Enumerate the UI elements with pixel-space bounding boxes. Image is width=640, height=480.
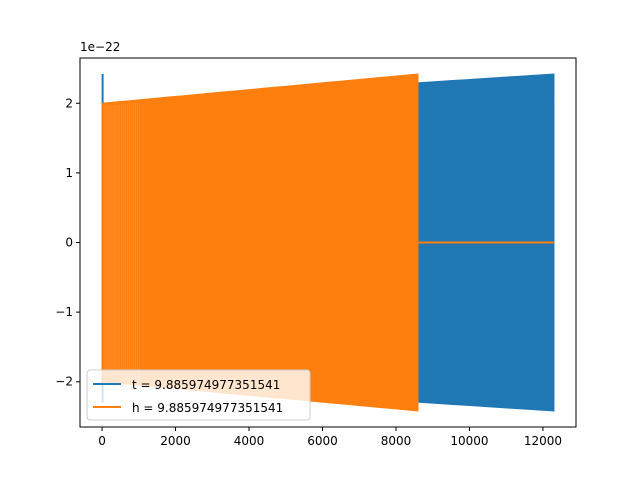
x-tick-label: 8000 — [381, 434, 412, 448]
y-offset-text: 1e−22 — [80, 40, 120, 54]
legend-label-t: t = 9.885974977351541 — [132, 378, 280, 392]
x-tick-label: 4000 — [234, 434, 265, 448]
plot-area — [101, 73, 555, 412]
y-tick-label: 1 — [65, 166, 73, 180]
x-tick-label: 2000 — [160, 434, 191, 448]
x-tick-label: 10000 — [450, 434, 488, 448]
y-tick-label: −1 — [55, 305, 73, 319]
legend-label-h: h = 9.885974977351541 — [132, 401, 283, 415]
x-tick-label: 12000 — [524, 434, 562, 448]
axis-ticks: 0 2000 4000 6000 8000 10000 12000 −2 −1 0 1 2 — [55, 96, 562, 448]
x-tick-label: 0 — [98, 434, 106, 448]
y-tick-label: −2 — [55, 375, 73, 389]
legend-box — [86, 369, 311, 421]
series-h-band — [101, 73, 419, 412]
y-tick-label: 0 — [65, 236, 73, 250]
x-tick-label: 6000 — [307, 434, 338, 448]
legend: t = 9.885974977351541 h = 9.885974977351… — [86, 369, 311, 421]
y-tick-label: 2 — [65, 96, 73, 110]
